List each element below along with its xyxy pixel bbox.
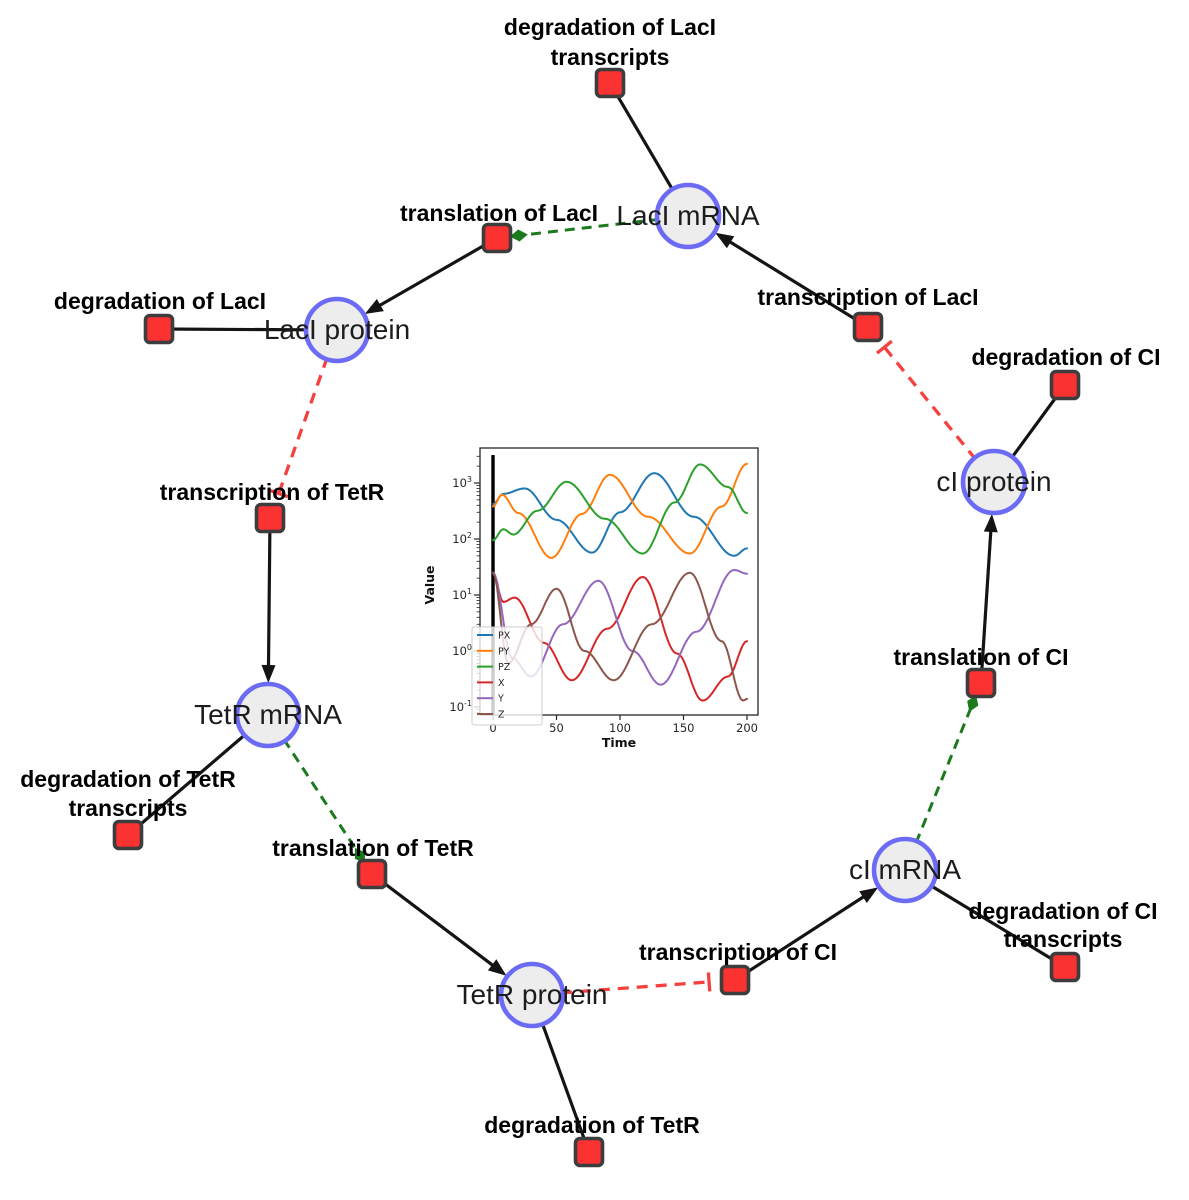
reaction-label-deg_laci_tx-line0: degradation of LacI <box>504 14 716 40</box>
reaction-node-deg_tetr_tx[interactable] <box>112 819 144 851</box>
species-label-tetr_protein: TetR protein <box>457 979 608 1010</box>
arrowhead-icon <box>261 664 276 684</box>
reaction-label-transcription_ci-line0: transcription of CI <box>639 939 837 965</box>
reaction-label-deg_laci-line0: degradation of LacI <box>54 288 266 314</box>
labels-layer: LacI mRNA LacI protein TetR mRNA TetR prote… <box>20 14 1160 1138</box>
edge-ci_mrna-deg_ci_tx <box>928 883 1066 969</box>
edge-translation_laci-laci_protein <box>364 236 498 315</box>
edge-laci_protein-transcription_tetr <box>269 356 329 499</box>
arrowhead-icon <box>983 513 998 533</box>
chart-legend: PX PY PZ XYZ <box>471 626 543 726</box>
chart-series-PY <box>492 462 748 559</box>
reaction-nodes-layer <box>112 67 1081 1168</box>
reaction-node-translation_laci[interactable] <box>481 222 513 254</box>
inhibition-tbar-icon <box>706 972 712 992</box>
reaction-node-deg_laci[interactable] <box>143 313 175 345</box>
chart-series-PZ <box>492 463 748 555</box>
reaction-label-deg_tetr_tx-line1: transcripts <box>69 795 188 821</box>
chart-y-tick-label: 102 <box>452 531 472 546</box>
chart-x-tick-label: 50 <box>549 721 564 735</box>
reaction-label-deg_ci_tx-line0: degradation of CI <box>968 898 1157 924</box>
species-label-laci_mrna: LacI mRNA <box>616 200 759 231</box>
reaction-label-deg_tetr-line0: degradation of TetR <box>484 1112 700 1138</box>
chart-y-ticks: 103 102 101 100 10-1 <box>449 455 480 714</box>
reaction-node-transcription_laci[interactable] <box>852 311 884 343</box>
edge-laci_mrna-deg_laci_tx <box>608 82 675 192</box>
arrowhead-icon <box>715 232 735 249</box>
species-node-ci_protein[interactable] <box>960 448 1028 516</box>
edge-transcription_tetr-tetr_mrna <box>261 517 276 684</box>
species-node-tetr_protein[interactable] <box>498 961 566 1029</box>
species-nodes-layer <box>234 182 1028 1029</box>
arrowhead-icon <box>859 887 879 904</box>
reaction-label-translation_laci-line0: translation of LacI <box>400 200 598 226</box>
inhibition-tbar-icon <box>269 488 289 499</box>
species-node-ci_mrna[interactable] <box>871 836 939 904</box>
chart-x-tick-label: 150 <box>673 721 695 735</box>
chart-x-tick-label: 0 <box>489 721 496 735</box>
legend-label-PY: PY <box>498 646 510 657</box>
species-label-laci_protein: LacI protein <box>264 314 410 345</box>
chart-y-tick-label: 103 <box>452 475 472 490</box>
modifier-diamond-icon <box>509 229 528 242</box>
edge-translation_ci-ci_protein <box>979 513 998 684</box>
reaction-node-transcription_ci[interactable] <box>719 964 751 996</box>
reaction-node-deg_tetr[interactable] <box>573 1136 605 1168</box>
legend-label-Z: Z <box>498 710 505 721</box>
chart-axes-box <box>479 447 759 716</box>
edge-ci_protein-transcription_laci <box>875 339 977 461</box>
edge-translation_tetr-tetr_protein <box>371 872 507 976</box>
reaction-label-deg_ci_tx-line1: transcripts <box>1004 926 1123 952</box>
chart-series-Z <box>492 571 748 702</box>
edge-transcription_laci-laci_mrna <box>715 232 869 329</box>
reaction-node-translation_ci[interactable] <box>965 667 997 699</box>
chart-ylabel: Value <box>425 565 437 604</box>
species-node-tetr_mrna[interactable] <box>234 681 302 749</box>
legend-label-Y: Y <box>497 694 504 705</box>
reaction-node-transcription_tetr[interactable] <box>254 502 286 534</box>
edge-transcription_ci-ci_mrna <box>734 887 879 982</box>
edge-tetr_mrna-deg_tetr_tx <box>126 732 248 837</box>
legend-label-PZ: PZ <box>498 662 511 673</box>
simulation-inset-chart: 0 50 100 150 20010310210110010-1TimeValuePXP… <box>425 430 780 760</box>
reaction-node-deg_ci_tx[interactable] <box>1049 951 1081 983</box>
chart-series-PX <box>492 472 748 557</box>
chart-x-ticks: 0 50 100 150 200 <box>489 715 758 735</box>
reaction-node-deg_laci_tx[interactable] <box>594 67 626 99</box>
modifier-diamond-icon <box>967 695 979 712</box>
species-node-laci_mrna[interactable] <box>654 182 722 250</box>
reaction-label-transcription_tetr-line0: transcription of TetR <box>160 479 385 505</box>
reaction-label-transcription_laci-line0: transcription of LacI <box>757 284 978 310</box>
legend-label-PX: PX <box>498 631 511 642</box>
species-label-ci_protein: cI protein <box>936 466 1051 497</box>
arrowhead-icon <box>364 299 384 315</box>
species-label-ci_mrna: cI mRNA <box>849 854 961 885</box>
inhibition-tbar-icon <box>875 339 893 355</box>
legend-label-X: X <box>498 678 505 689</box>
chart-y-tick-label: 10-1 <box>449 699 472 714</box>
reaction-label-translation_ci-line0: translation of CI <box>893 644 1068 670</box>
edge-laci_protein-deg_laci <box>158 327 309 332</box>
reaction-label-deg_ci-line0: degradation of CI <box>971 344 1160 370</box>
edge-ci_mrna-translation_ci <box>914 695 979 844</box>
species-label-tetr_mrna: TetR mRNA <box>194 699 342 730</box>
chart-y-tick-label: 101 <box>452 587 472 602</box>
edge-tetr_protein-transcription_ci <box>560 972 712 995</box>
chart-xlabel: Time <box>602 735 636 750</box>
chart-x-tick-label: 100 <box>609 721 631 735</box>
species-node-laci_protein[interactable] <box>303 296 371 364</box>
edge-tetr_protein-deg_tetr <box>540 1021 591 1153</box>
chart-y-tick-label: 100 <box>452 643 472 658</box>
reaction-label-deg_laci_tx-line1: transcripts <box>551 44 670 70</box>
reaction-label-translation_tetr-line0: translation of TetR <box>272 835 474 861</box>
reaction-node-translation_tetr[interactable] <box>356 858 388 890</box>
reaction-node-deg_ci[interactable] <box>1049 369 1081 401</box>
edge-laci_mrna-translation_laci <box>509 217 660 242</box>
reaction-label-deg_tetr_tx-line0: degradation of TetR <box>20 766 236 792</box>
arrowhead-icon <box>487 959 507 976</box>
chart-x-tick-label: 200 <box>736 721 758 735</box>
